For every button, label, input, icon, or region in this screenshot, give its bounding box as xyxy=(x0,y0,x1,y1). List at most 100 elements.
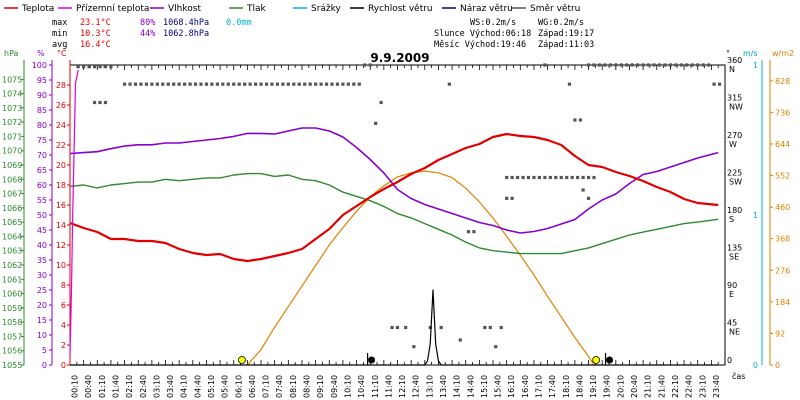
wind-dir-point xyxy=(404,325,408,330)
humidity-tick-label: 20 xyxy=(37,301,47,310)
wind-dir-point xyxy=(701,63,705,67)
x-tick-label: 23:40 xyxy=(712,375,721,398)
wind-dir-point xyxy=(395,325,400,330)
wind-dir-point xyxy=(505,175,509,180)
pressure-tick-label: 1065 xyxy=(2,218,22,227)
pressure-tick-label: 1061 xyxy=(2,275,22,284)
temperature-tick-label: 24 xyxy=(56,121,66,130)
plot-area xyxy=(69,63,722,366)
temperature-tick-label: 22 xyxy=(56,141,66,150)
wind-dir-point xyxy=(573,118,577,122)
wind-dir-tick-label: 315 xyxy=(727,94,742,103)
x-tick-label: 10:10 xyxy=(343,375,352,398)
wind-dir-point xyxy=(133,82,138,86)
wind-dir-point xyxy=(199,82,203,86)
series-line-teplota xyxy=(69,132,719,263)
x-tick-label: 21:40 xyxy=(657,375,666,398)
humidity-tick-label: 100 xyxy=(32,61,47,70)
legend: Teplota Přízemní teplota Vlhkost Tlak Srážky… xyxy=(4,4,580,14)
wind-dir-point xyxy=(281,82,285,86)
x-tick-label: 04:10 xyxy=(180,375,189,398)
x-tick-label: 18:40 xyxy=(575,375,584,398)
wind-dir-point xyxy=(630,63,634,67)
x-tick-label: 05:40 xyxy=(221,375,230,398)
wind-dir-point xyxy=(515,175,520,180)
x-tick-label: 18:10 xyxy=(562,375,571,398)
pressure-tick-label: 1057 xyxy=(2,332,22,341)
x-tick-label: 13:10 xyxy=(425,375,434,398)
unit-ms: m/s xyxy=(743,49,758,58)
wind-dir-point xyxy=(505,196,509,200)
temperature-tick-label: 18 xyxy=(56,181,66,190)
wind-dir-point xyxy=(243,82,247,86)
pressure-tick-label: 1055 xyxy=(2,361,22,370)
wind-dir-point xyxy=(379,100,383,105)
wind-dir-point xyxy=(109,65,113,69)
solar-tick-label: 552 xyxy=(775,172,790,181)
humidity-tick-label: 25 xyxy=(37,286,47,295)
wind-dir-point xyxy=(472,230,476,234)
wind-dir-point xyxy=(270,82,274,86)
x-tick-label: 16:10 xyxy=(507,375,516,398)
stat-max-temp: 23.1°C xyxy=(80,18,111,28)
wind-dir-point xyxy=(150,82,154,86)
wind-dir-point xyxy=(76,65,80,69)
wind-dir-tick-label: S xyxy=(729,215,734,224)
wind-dir-point xyxy=(668,63,673,67)
axes: 00:10 00:40 01:10 01:40 02:10 02:40 03:10 03:40… xyxy=(2,56,790,398)
humidity-tick-label: 60 xyxy=(37,181,47,190)
x-tick-label: 12:40 xyxy=(412,375,421,398)
wind-dir-point xyxy=(352,82,356,86)
wind-dir-point xyxy=(346,82,350,86)
wind-dir-point xyxy=(193,82,198,86)
solar-tick-label: 736 xyxy=(775,108,790,117)
wind-dir-point xyxy=(537,175,542,180)
humidity-tick-label: 80 xyxy=(37,121,47,130)
wind-dir-point xyxy=(122,82,127,86)
x-tick-label: 00:40 xyxy=(84,375,93,398)
wind-dir-point xyxy=(319,82,323,86)
temperature-tick-label: 20 xyxy=(56,161,66,170)
wind-dir-point xyxy=(82,65,86,69)
stat-avg-temp: 16.4°C xyxy=(80,40,111,50)
temperature-tick-label: 14 xyxy=(56,221,66,230)
wind-dir-point xyxy=(619,63,623,67)
unit-degc: °C xyxy=(57,49,67,58)
humidity-tick-label: 35 xyxy=(37,256,47,265)
stat-min-label: min xyxy=(52,29,67,39)
solar-tick-label: 0 xyxy=(775,361,780,370)
wind-dir-point xyxy=(357,82,361,86)
x-tick-label: 00:10 xyxy=(71,375,80,398)
x-tick-label: 01:10 xyxy=(98,375,107,398)
wind-dir-point xyxy=(188,82,192,86)
humidity-tick-label: 5 xyxy=(42,346,47,355)
humidity-tick-label: 95 xyxy=(37,76,47,85)
pressure-tick-label: 1070 xyxy=(2,147,22,156)
wind-dir-point xyxy=(248,82,252,86)
pressure-tick-label: 1056 xyxy=(2,347,22,356)
pressure-tick-label: 1071 xyxy=(2,132,22,141)
legend-label: Přízemní teplota xyxy=(76,4,149,14)
wind-dir-point xyxy=(510,175,514,180)
unit-deg: ° xyxy=(726,49,730,58)
wind-dir-point xyxy=(92,100,97,105)
chart-date: 9.9.2009 xyxy=(370,51,429,65)
stat-max-press: 1068.4hPa xyxy=(163,18,209,28)
wind-dir-point xyxy=(458,338,462,342)
wind-dir-point xyxy=(554,175,558,180)
wind-dir-point xyxy=(578,118,582,122)
series-line-tlak xyxy=(69,172,719,255)
wind-dir-point xyxy=(226,82,230,86)
x-tick-label: 14:10 xyxy=(453,375,462,398)
legend-label: Srážky xyxy=(311,4,342,14)
wind-dir-point xyxy=(636,63,640,67)
wind-dir-point xyxy=(161,82,165,86)
x-tick-label: 21:10 xyxy=(644,375,653,398)
wind-dir-point xyxy=(696,63,700,67)
wind-dir-point xyxy=(466,230,471,234)
wind-speed-tick-label: 1 xyxy=(753,211,758,220)
wind-dir-tick-label: SE xyxy=(729,253,739,262)
wind-dir-point xyxy=(232,82,236,86)
